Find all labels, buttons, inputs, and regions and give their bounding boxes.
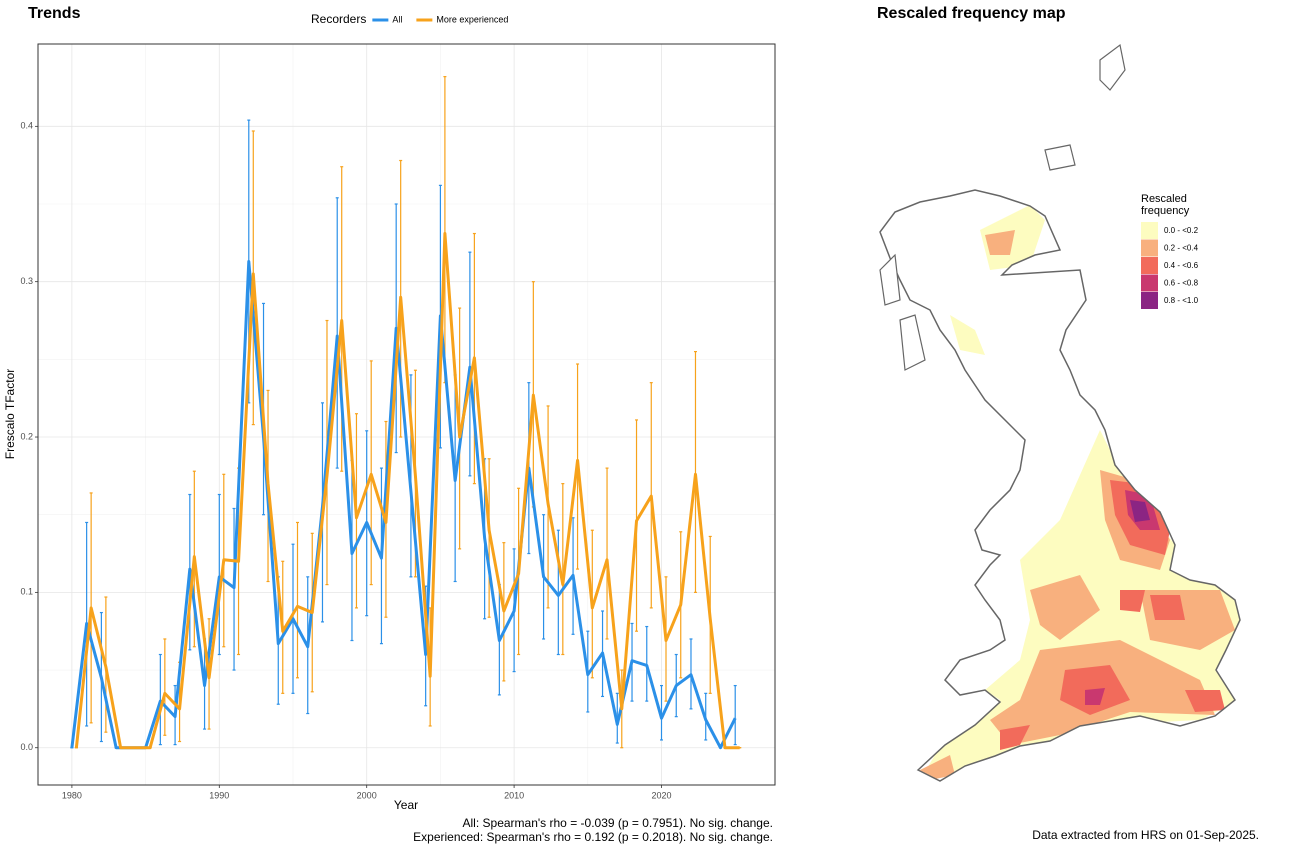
x-tick-label: 1980 [62,790,82,800]
error-bar [232,507,236,671]
error-bar [369,360,373,586]
error-bar [556,529,560,656]
y-tick-label: 0.3 [20,276,33,286]
annotation: Experienced: Spearman's rho = 0.192 (p =… [413,830,773,844]
heat-cell [1120,590,1145,612]
error-bar [468,251,472,477]
legend-title: Rescaled frequency [1141,193,1190,217]
caption: Data extracted from HRS on 01-Sep-2025. [1032,828,1259,842]
x-axis-label: Year [394,798,418,812]
island [1044,144,1076,171]
legend-swatch [1141,222,1158,239]
heat-cell [985,230,1015,255]
heat-cell [1150,595,1185,620]
x-tick-label: 2020 [651,790,671,800]
legend-label: More experienced [436,14,508,24]
series-line [70,259,737,750]
legend-label: 0.8 - <1.0 [1164,296,1199,305]
legend-label: 0.2 - <0.4 [1164,244,1199,253]
legend-label: 0.4 - <0.6 [1164,261,1199,270]
heat-cell [1130,500,1150,522]
heat-cell [1085,688,1105,705]
error-bar [296,521,300,679]
map-title: Rescaled frequency map [877,5,1066,22]
island [879,253,901,306]
heat-cell [950,315,985,355]
x-tick-label: 2010 [504,790,524,800]
legend-label: 0.0 - <0.2 [1164,226,1199,235]
island [1099,43,1126,91]
legend-label: 0.6 - <0.8 [1164,279,1199,288]
map: Rescaled frequency 0.0 - <0.2 0.2 - <0.4 0.4… [879,43,1241,782]
error-bar [561,483,565,656]
error-bar [163,638,167,736]
series-line [74,232,740,750]
heat-cell [920,755,955,780]
heat-cell [1185,690,1225,712]
x-tick-label: 2000 [357,790,377,800]
plot: 1980 1990 2000 2010 2020 0.0 0.1 0.2 0.3 0.4 Recor… [20,12,776,800]
y-tick-label: 0.1 [20,587,33,597]
heat-cells [920,205,1240,780]
error-bar [217,493,221,656]
plot-border [37,43,776,786]
y-tick-label: 0.0 [20,742,33,752]
legend-swatch [1141,274,1158,292]
y-axis-label: Frescalo TFactor [3,369,17,459]
y-tick-label: 0.2 [20,431,33,441]
heat-cell [1030,575,1100,640]
legend-swatch [1141,239,1158,257]
error-bar [158,653,162,746]
chart-title: Trends [28,5,81,22]
error-bar [443,76,447,384]
error-bar [693,350,697,593]
heat-cell [1000,725,1030,750]
coastline [879,189,1241,782]
legend-label: All [392,14,402,24]
legend-title: Recorders [311,12,366,26]
error-bar [733,684,737,746]
x-tick-label: 1990 [209,790,229,800]
legend-swatch [1141,292,1158,309]
error-bar [335,197,339,469]
island [899,314,926,371]
y-tick-label: 0.4 [20,121,33,131]
error-bar [605,467,609,640]
legend-swatch [1141,257,1158,274]
annotation: All: Spearman's rho = -0.039 (p = 0.7951… [463,816,773,830]
